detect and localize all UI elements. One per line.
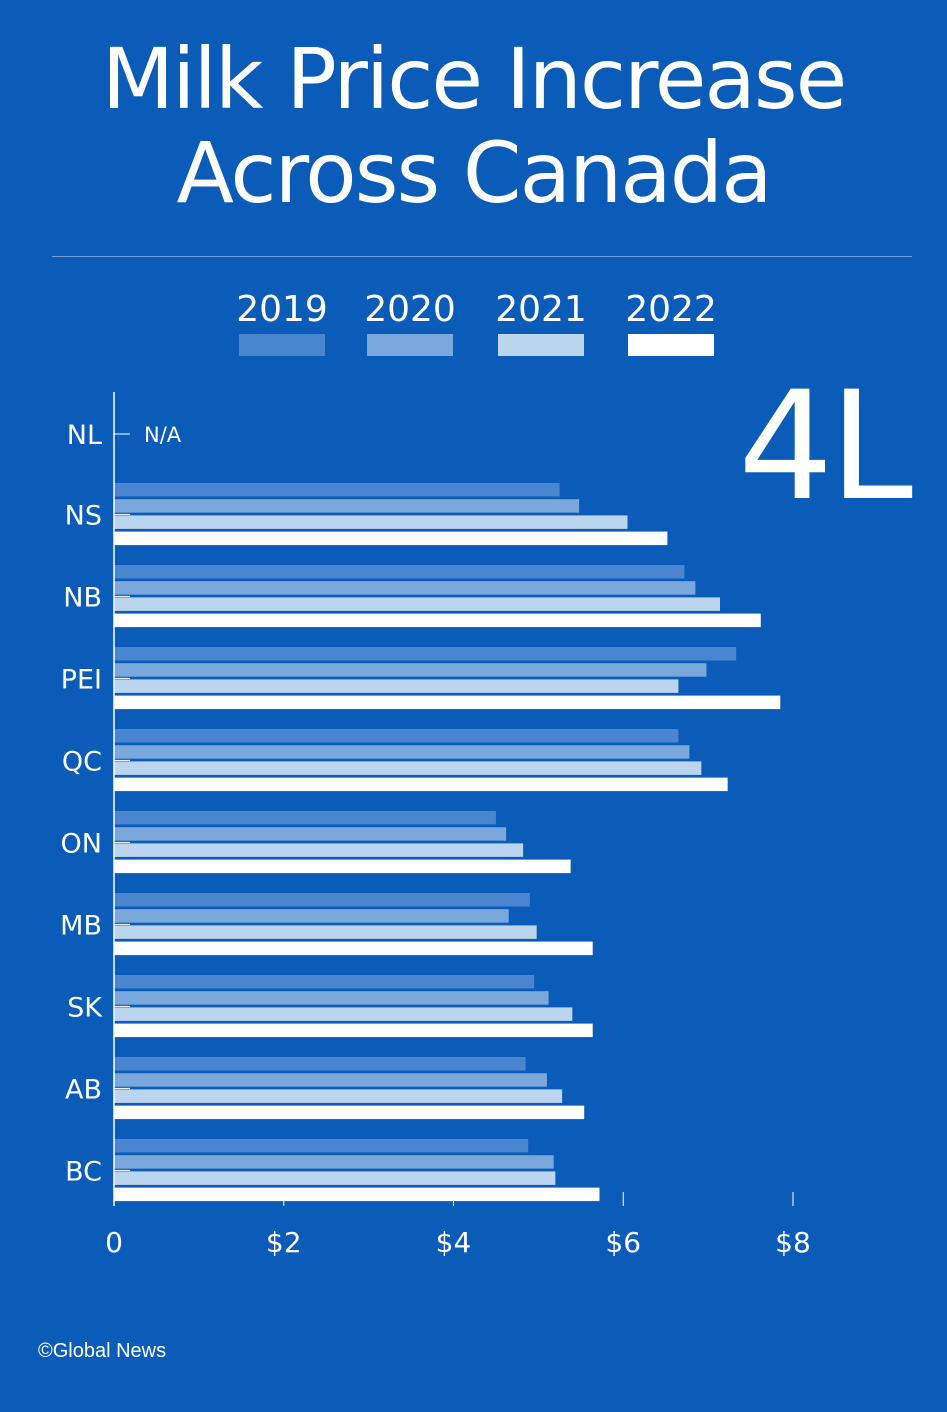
bar-nb-2019: [114, 565, 685, 579]
category-label-sk: SK: [67, 992, 103, 1023]
bar-ns-2021: [114, 515, 628, 529]
bar-bc-2019: [114, 1139, 529, 1153]
category-label-on: ON: [61, 828, 102, 859]
bar-sk-2019: [114, 975, 535, 989]
title-line-2: Across Canada: [176, 124, 772, 222]
bar-nb-2021: [114, 597, 721, 611]
bar-ab-2021: [114, 1089, 563, 1103]
category-label-nl: NL: [67, 420, 102, 451]
bar-ab-2022: [114, 1105, 585, 1120]
x-tick-label-0: 0: [105, 1226, 123, 1259]
category-label-qc: QC: [62, 746, 102, 777]
bar-bc-2020: [114, 1155, 554, 1169]
bar-on-2020: [114, 827, 507, 841]
legend-swatch-2021: [498, 334, 584, 356]
chart-title: Milk Price Increase Across Canada: [0, 32, 947, 220]
bar-ns-2019: [114, 483, 560, 497]
x-tick-label-1: $2: [266, 1226, 302, 1259]
bar-pei-2020: [114, 663, 707, 677]
bar-qc-2021: [114, 761, 702, 775]
legend-label-2020: 2020: [364, 289, 456, 330]
bar-on-2019: [114, 811, 496, 825]
bar-pei-2019: [114, 647, 737, 661]
x-tick-label-4: $8: [775, 1226, 811, 1259]
bar-mb-2022: [114, 941, 593, 956]
bar-nb-2022: [114, 613, 761, 628]
volume-label: 4L: [737, 360, 913, 534]
bar-pei-2021: [114, 679, 679, 693]
legend-swatch-2022: [628, 334, 714, 356]
bar-nb-2020: [114, 581, 696, 595]
bar-ns-2022: [114, 531, 668, 546]
bar-on-2021: [114, 843, 524, 857]
bar-bc-2021: [114, 1171, 556, 1185]
bar-qc-2020: [114, 745, 690, 759]
bar-bc-2022: [114, 1187, 600, 1202]
legend-label-2022: 2022: [625, 289, 717, 330]
category-label-nb: NB: [63, 582, 102, 613]
title-divider: [52, 256, 912, 257]
category-label-bc: BC: [65, 1156, 102, 1187]
legend-label-2021: 2021: [495, 289, 587, 330]
bar-mb-2019: [114, 893, 530, 907]
legend-label-2019: 2019: [236, 289, 328, 330]
bar-ab-2019: [114, 1057, 526, 1071]
bar-ab-2020: [114, 1073, 547, 1087]
bar-on-2022: [114, 859, 571, 874]
bar-qc-2022: [114, 777, 728, 792]
bar-mb-2021: [114, 925, 537, 939]
bar-sk-2022: [114, 1023, 593, 1038]
legend-swatch-2019: [239, 334, 325, 356]
bar-ns-2020: [114, 499, 580, 513]
bar-qc-2019: [114, 729, 679, 743]
title-line-1: Milk Price Increase: [101, 30, 848, 128]
category-label-pei: PEI: [61, 664, 102, 695]
legend-swatch-2020: [367, 334, 453, 356]
category-label-mb: MB: [60, 910, 102, 941]
legend-item-2021: 2021: [486, 290, 596, 356]
bar-sk-2021: [114, 1007, 573, 1021]
bar-sk-2020: [114, 991, 549, 1005]
x-tick-label-2: $4: [436, 1226, 472, 1259]
legend-item-2022: 2022: [616, 290, 726, 356]
source-credit: ©Global News: [38, 1340, 167, 1362]
category-label-ab: AB: [65, 1074, 102, 1105]
legend-item-2019: 2019: [227, 290, 337, 356]
bar-mb-2020: [114, 909, 509, 923]
x-tick-label-3: $6: [605, 1226, 641, 1259]
na-label-nl: N/A: [144, 423, 182, 447]
legend-item-2020: 2020: [355, 290, 465, 356]
bar-pei-2022: [114, 695, 781, 710]
category-label-ns: NS: [65, 500, 102, 531]
